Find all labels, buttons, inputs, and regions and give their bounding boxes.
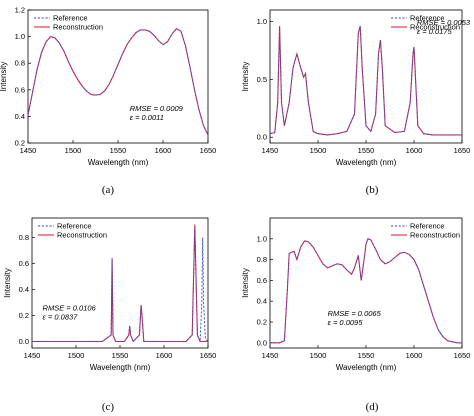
- x-tick-label: 1600: [155, 146, 172, 155]
- y-tick-label: 0.6: [257, 276, 267, 285]
- legend-label: Reconstruction: [53, 23, 103, 32]
- y-tick-label: 1.0: [15, 32, 25, 41]
- panel-caption: (d): [366, 401, 379, 413]
- legend-label: Reference: [53, 14, 88, 23]
- x-axis-title: Wavelength (nm): [88, 158, 149, 167]
- y-axis-title: Intensity: [241, 62, 250, 92]
- chart-panel-2: 1450 1500 1550 1600 1650 0.0 0.2 0.4 0.6 0.8 Wavel…: [3, 217, 217, 413]
- series-line-reconstruction: [32, 224, 208, 343]
- annotation-text: ε = 0.0175: [417, 27, 453, 36]
- annotation-text: ε = 0.0837: [43, 312, 79, 321]
- y-tick-label: 0.0: [257, 338, 267, 347]
- x-tick-label: 1550: [110, 146, 127, 155]
- annotation-text: RMSE = 0.0053: [417, 18, 471, 27]
- series-line-reconstruction: [28, 27, 208, 136]
- chart-panel-3: 1450 1500 1550 1600 1650 0.0 0.2 0.4 0.6 0.8 1.0 Wa…: [241, 217, 471, 413]
- series-line-reference: [32, 227, 208, 343]
- x-tick-label: 1450: [262, 351, 279, 360]
- y-tick-label: 0.0: [19, 337, 29, 346]
- y-tick-label: 0.2: [19, 311, 29, 320]
- annotation-text: RMSE = 0.0065: [328, 309, 382, 318]
- y-tick-label: 0.2: [257, 318, 267, 327]
- y-tick-label: 1.0: [257, 17, 267, 26]
- y-axis-title: Intensity: [3, 268, 12, 298]
- y-axis-title: Intensity: [241, 268, 250, 298]
- y-axis-title: Intensity: [0, 62, 8, 92]
- series-line-reconstruction: [270, 26, 462, 136]
- x-tick-label: 1500: [65, 146, 82, 155]
- legend-label: Reference: [410, 222, 445, 231]
- x-tick-label: 1450: [262, 146, 279, 155]
- y-tick-label: 1.0: [257, 234, 267, 243]
- x-tick-label: 1550: [358, 351, 375, 360]
- x-tick-label: 1650: [454, 146, 471, 155]
- annotation-text: ε = 0.0011: [130, 113, 164, 122]
- x-tick-label: 1600: [406, 351, 423, 360]
- x-tick-label: 1550: [112, 351, 129, 360]
- y-tick-label: 0.5: [257, 75, 267, 84]
- x-tick-label: 1650: [200, 146, 217, 155]
- x-tick-label: 1650: [454, 351, 471, 360]
- x-tick-label: 1500: [68, 351, 85, 360]
- chart-panel-1: 1450 1500 1550 1600 1650 0.0 0.5 1.0 Wavelength …: [241, 9, 471, 196]
- x-tick-label: 1450: [24, 351, 41, 360]
- y-tick-label: 0.0: [257, 133, 267, 142]
- x-axis-title: Wavelength (nm): [336, 158, 397, 167]
- series-line-reconstruction: [270, 238, 462, 344]
- legend-label: Reference: [410, 14, 445, 23]
- x-tick-label: 1450: [20, 146, 37, 155]
- chart-panel-0: 1450 1500 1550 1600 1650 0.2 0.4 0.6 0.8 1.0 1.2 Wa…: [0, 6, 216, 197]
- y-tick-label: 0.4: [19, 285, 29, 294]
- annotation-text: RMSE = 0.0106: [43, 303, 97, 312]
- y-tick-label: 0.6: [19, 259, 29, 268]
- legend-label: Reconstruction: [57, 231, 107, 240]
- x-axis-title: Wavelength (nm): [90, 363, 151, 372]
- panel-caption: (a): [102, 184, 115, 196]
- x-tick-label: 1650: [200, 351, 217, 360]
- panel-caption: (c): [102, 401, 115, 413]
- annotation-text: ε = 0.0095: [328, 318, 364, 327]
- legend-label: Reference: [57, 222, 92, 231]
- x-tick-label: 1500: [310, 146, 327, 155]
- series-line-reference: [270, 238, 462, 344]
- annotation-text: RMSE = 0.0009: [130, 104, 184, 113]
- y-tick-label: 1.2: [15, 6, 25, 15]
- y-tick-label: 0.8: [257, 255, 267, 264]
- x-axis-title: Wavelength (nm): [336, 363, 397, 372]
- legend-label: Reconstruction: [410, 231, 460, 240]
- x-tick-label: 1500: [310, 351, 327, 360]
- series-line-reference: [28, 28, 208, 136]
- panel-caption: (b): [366, 184, 379, 196]
- y-tick-label: 0.8: [15, 59, 25, 68]
- y-tick-label: 0.4: [15, 112, 25, 121]
- y-tick-label: 0.4: [257, 297, 267, 306]
- legend-label: Reconstruction: [410, 23, 460, 32]
- x-tick-label: 1550: [358, 146, 375, 155]
- y-tick-label: 0.6: [15, 85, 25, 94]
- x-tick-label: 1600: [406, 146, 423, 155]
- y-tick-label: 0.8: [19, 233, 29, 242]
- y-tick-label: 0.2: [15, 139, 25, 148]
- x-tick-label: 1600: [156, 351, 173, 360]
